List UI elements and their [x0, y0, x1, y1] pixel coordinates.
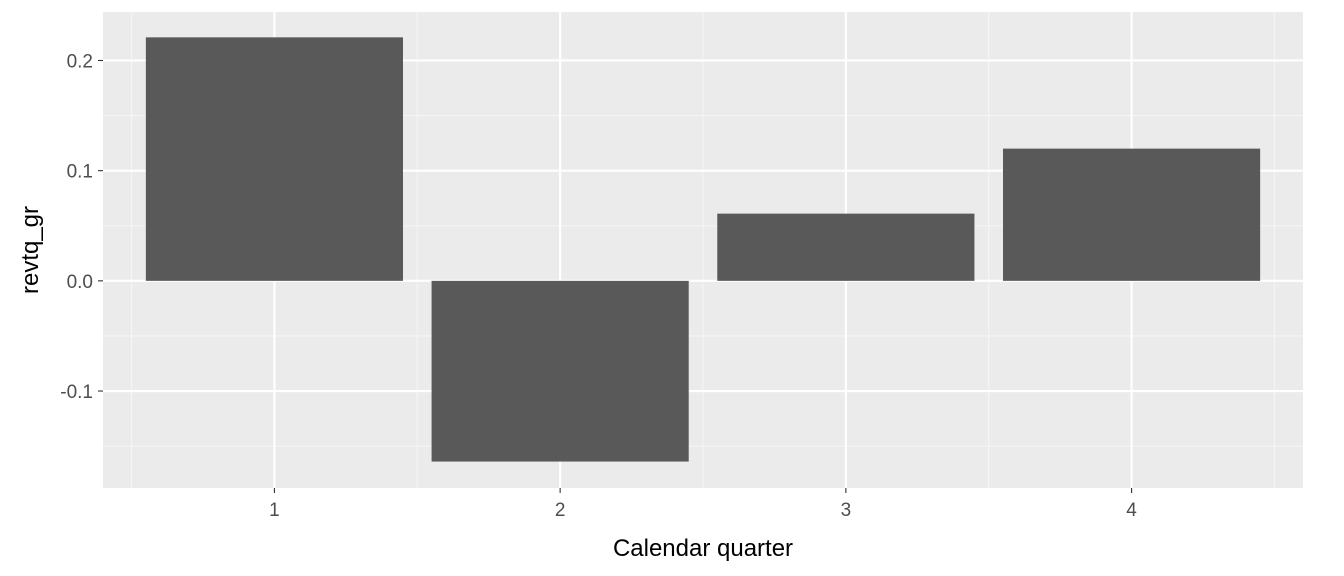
x-tick-label: 2 — [555, 500, 566, 521]
bars — [145, 37, 1261, 462]
x-axis-title: Calendar quarter — [613, 535, 793, 562]
y-axis-title: revtq_gr — [17, 206, 44, 294]
x-tick-label: 1 — [269, 500, 280, 521]
x-axis: 1 2 3 4 — [269, 488, 1137, 521]
y-tick-label: -0.1 — [60, 382, 93, 403]
y-tick-label: 0.0 — [67, 272, 93, 293]
bar-q3 — [717, 213, 975, 281]
x-tick-label: 4 — [1126, 500, 1137, 521]
y-tick-label: 0.1 — [67, 162, 93, 183]
bar-q2 — [431, 280, 689, 462]
y-tick-label: 0.2 — [67, 51, 93, 72]
x-tick-label: 3 — [841, 500, 852, 521]
bar-q4 — [1003, 148, 1261, 281]
bar-q1 — [145, 37, 403, 281]
y-axis: -0.1 0.0 0.1 0.2 — [60, 51, 103, 403]
